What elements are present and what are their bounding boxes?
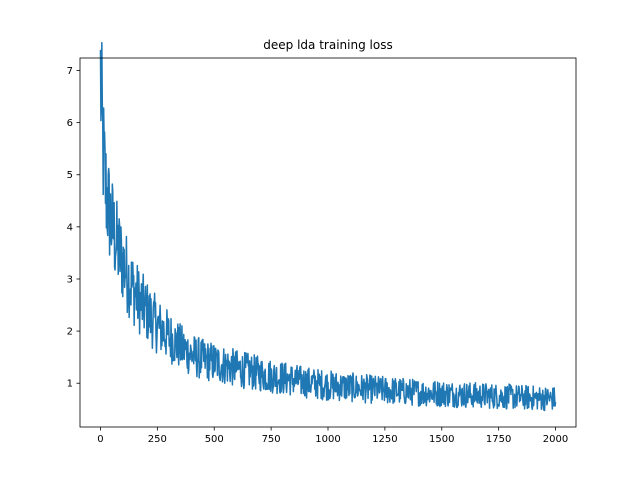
loss-series-line-0 <box>99 41 557 412</box>
x-tick-label: 1500 <box>429 434 454 445</box>
x-tick-label: 1000 <box>315 434 340 445</box>
x-tick-label: 2000 <box>543 434 568 445</box>
chart-title: deep lda training loss <box>263 38 392 52</box>
y-tick-label: 2 <box>67 327 73 338</box>
plot-frame <box>79 57 577 428</box>
y-tick-label: 6 <box>67 118 73 129</box>
plot-area <box>99 41 557 412</box>
x-tick-label: 250 <box>148 434 167 445</box>
y-axis: 1 2 3 4 5 6 7 <box>67 66 80 390</box>
y-tick-label: 5 <box>67 170 73 181</box>
x-tick-label: 750 <box>262 434 281 445</box>
x-tick-label: 0 <box>97 434 103 445</box>
x-tick-label: 500 <box>205 434 224 445</box>
y-tick-label: 4 <box>67 222 73 233</box>
y-tick-label: 3 <box>67 274 73 285</box>
x-tick-label: 1250 <box>372 434 397 445</box>
y-tick-label: 7 <box>67 66 73 77</box>
x-tick-label: 1750 <box>486 434 511 445</box>
y-tick-label: 1 <box>67 379 73 390</box>
x-axis: 0 250 500 750 1000 1250 1500 1750 2000 <box>97 427 568 445</box>
